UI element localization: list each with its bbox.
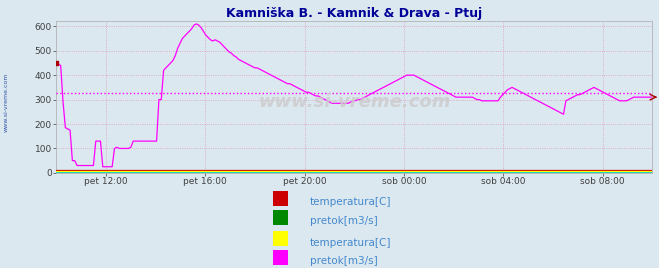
FancyBboxPatch shape <box>273 210 288 225</box>
Text: pretok[m3/s]: pretok[m3/s] <box>310 216 378 226</box>
Text: temperatura[C]: temperatura[C] <box>310 197 391 207</box>
Text: pretok[m3/s]: pretok[m3/s] <box>310 256 378 266</box>
FancyBboxPatch shape <box>273 232 288 246</box>
Text: www.si-vreme.com: www.si-vreme.com <box>4 72 9 132</box>
Text: www.si-vreme.com: www.si-vreme.com <box>258 93 451 111</box>
Title: Kamniška B. - Kamnik & Drava - Ptuj: Kamniška B. - Kamnik & Drava - Ptuj <box>226 7 482 20</box>
FancyBboxPatch shape <box>273 250 288 265</box>
Text: temperatura[C]: temperatura[C] <box>310 237 391 248</box>
FancyBboxPatch shape <box>273 191 288 206</box>
